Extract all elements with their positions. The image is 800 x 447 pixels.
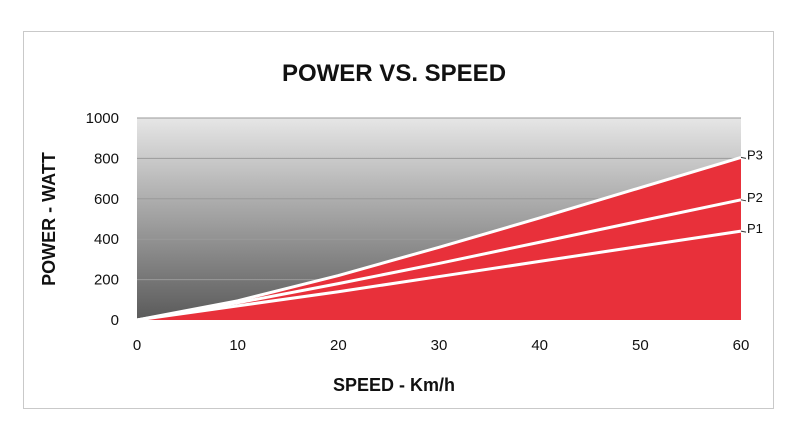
x-axis-title: SPEED - Km/h — [333, 375, 455, 395]
power-area-fill — [137, 157, 741, 320]
series-leader-p2 — [740, 199, 747, 202]
series-leader-p3 — [740, 156, 747, 159]
y-tick-label: 800 — [94, 150, 119, 167]
x-tick-label: 30 — [431, 337, 448, 354]
series-lines — [136, 155, 742, 322]
series-label-p3: P3 — [747, 147, 763, 162]
chart-title: POWER VS. SPEED — [282, 60, 506, 87]
y-tick-label: 600 — [94, 191, 119, 208]
y-tick-label: 400 — [94, 231, 119, 248]
y-tick-label: 1000 — [86, 110, 119, 127]
y-tick-label: 0 — [111, 312, 119, 329]
series-labels: P1 P2 P3 — [740, 147, 763, 236]
series-label-p2: P2 — [747, 190, 763, 205]
series-line-p2 — [136, 198, 742, 322]
x-tick-label: 50 — [632, 337, 649, 354]
y-axis-title: POWER - WATT — [39, 152, 59, 286]
series-line-p1 — [136, 229, 742, 322]
x-tick-label: 60 — [733, 337, 750, 354]
x-tick-label: 0 — [133, 337, 141, 354]
y-tick-label: 200 — [94, 272, 119, 289]
series-leader-p1 — [740, 230, 747, 233]
series-line-p3 — [136, 155, 742, 322]
x-tick-label: 20 — [330, 337, 347, 354]
x-tick-label: 40 — [531, 337, 548, 354]
x-tick-label: 10 — [229, 337, 246, 354]
y-tick-labels: 0 200 400 600 800 1000 — [86, 110, 119, 329]
series-label-p1: P1 — [747, 221, 763, 236]
x-tick-labels: 0 10 20 30 40 50 60 — [133, 337, 750, 354]
